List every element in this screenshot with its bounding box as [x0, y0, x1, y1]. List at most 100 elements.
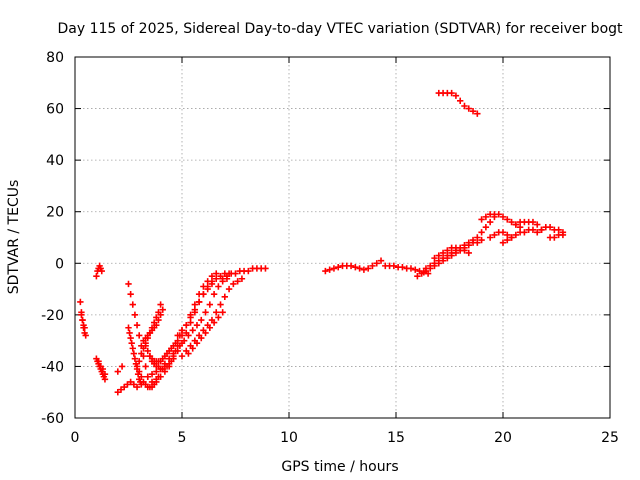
data-point [465, 239, 472, 246]
data-point [195, 298, 203, 306]
data-point [159, 306, 166, 313]
data-point [208, 280, 216, 288]
data-point [219, 275, 226, 282]
y-tick-label: 40 [46, 153, 64, 169]
data-point [512, 221, 520, 228]
y-tick-label: 20 [46, 205, 64, 221]
data-point [529, 218, 537, 226]
data-point [114, 389, 121, 396]
data-point [144, 373, 151, 380]
data-point [486, 218, 494, 226]
data-point [499, 239, 507, 246]
x-axis-label: GPS time / hours [281, 459, 398, 475]
data-point [469, 236, 477, 244]
data-point [126, 329, 133, 337]
data-point [210, 319, 218, 326]
data-point [322, 267, 329, 275]
data-point [117, 386, 125, 393]
data-point [118, 363, 126, 370]
data-point [148, 378, 156, 386]
data-point [178, 352, 186, 360]
data-point [482, 213, 490, 221]
y-tick-label: 80 [46, 50, 64, 66]
data-point [127, 334, 134, 342]
data-point [399, 263, 406, 271]
data-point [138, 373, 145, 380]
data-point [474, 110, 481, 117]
data-point [81, 324, 88, 331]
data-point [377, 257, 385, 264]
x-tick-label: 20 [494, 430, 512, 446]
data-point [170, 355, 177, 362]
data-point [129, 301, 136, 308]
data-point [138, 350, 145, 357]
data-point [369, 262, 376, 270]
data-point [77, 298, 84, 306]
data-point [165, 363, 173, 370]
data-point [206, 301, 214, 308]
data-point [482, 223, 490, 231]
data-point [133, 321, 141, 329]
data-point [114, 368, 121, 375]
data-point [356, 265, 363, 272]
chart-title: Day 115 of 2025, Sidereal Day-to-day VTE… [57, 21, 623, 37]
data-point [174, 347, 181, 355]
data-point [499, 229, 507, 236]
data-point [187, 314, 194, 321]
data-point [161, 368, 169, 375]
x-tick-label: 0 [71, 430, 80, 446]
data-point [452, 244, 460, 252]
data-point [373, 260, 380, 267]
data-point [130, 350, 138, 357]
data-point [153, 376, 160, 383]
data-point [157, 311, 164, 319]
data-point [223, 272, 231, 280]
y-axis-label: SDTVAR / TECUs [6, 180, 22, 295]
data-point [452, 92, 460, 99]
data-point [478, 216, 485, 223]
data-point [412, 266, 419, 273]
data-point [178, 327, 186, 334]
data-point [99, 365, 107, 373]
data-point [521, 229, 528, 236]
data-point [508, 234, 515, 241]
data-point [200, 291, 207, 298]
data-point [130, 381, 138, 388]
x-tick-label: 25 [601, 430, 619, 446]
data-point [478, 229, 485, 236]
data-point [238, 275, 246, 282]
data-point [529, 226, 537, 233]
data-point [189, 327, 196, 334]
data-point [534, 229, 541, 236]
data-point [136, 332, 143, 339]
data-point [551, 234, 558, 241]
data-point [232, 270, 239, 277]
y-tick-label: -20 [41, 308, 64, 324]
data-point [465, 249, 472, 257]
data-point [176, 342, 184, 349]
data-point [213, 309, 220, 316]
data-point [245, 267, 252, 275]
data-point [448, 89, 455, 97]
data-point [189, 345, 196, 352]
data-point [221, 293, 228, 301]
data-point [474, 234, 481, 241]
data-point [95, 358, 102, 365]
data-point [79, 316, 86, 324]
data-point [202, 309, 209, 316]
data-point [157, 365, 164, 373]
data-point [129, 345, 136, 352]
data-point [125, 324, 132, 331]
data-point [499, 213, 507, 221]
data-point [101, 370, 109, 378]
data-point [185, 332, 192, 339]
data-point [439, 249, 447, 257]
data-point [444, 247, 451, 254]
data-point [225, 285, 233, 293]
data-point [144, 347, 151, 355]
data-point [512, 231, 520, 239]
data-point [360, 266, 368, 273]
data-point [204, 285, 211, 293]
data-point [202, 329, 209, 337]
x-tick-label: 5 [178, 430, 187, 446]
